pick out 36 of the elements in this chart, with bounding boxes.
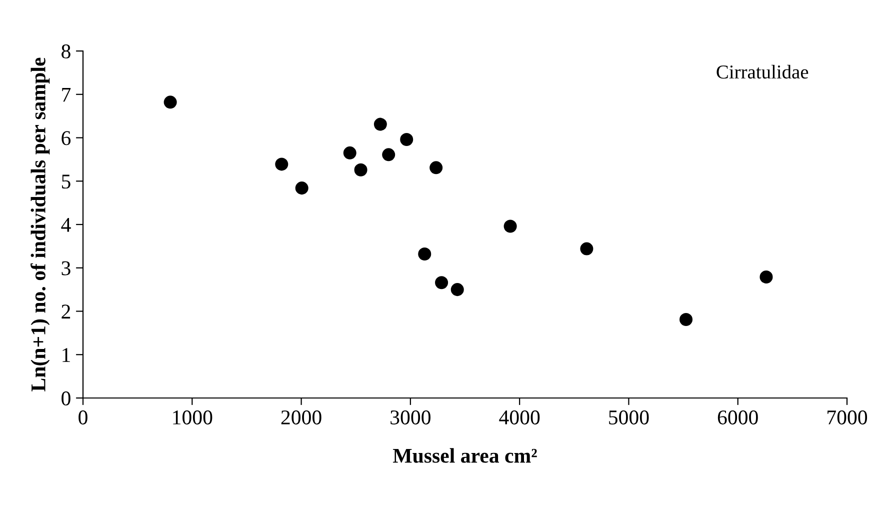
- y-tick-label: 2: [62, 304, 70, 318]
- point: [275, 158, 288, 171]
- point: [580, 242, 594, 256]
- y-tick-label: 3: [62, 261, 70, 276]
- point: [374, 118, 387, 131]
- x-tick-label: 5000: [609, 410, 649, 424]
- y-tick-label: 7: [62, 88, 71, 102]
- x-tick-label: 0: [78, 410, 88, 424]
- point: [760, 270, 773, 284]
- annotation: Cirratulidae: [716, 64, 808, 79]
- point: [450, 283, 464, 296]
- point: [164, 96, 177, 109]
- y-tick-label: 0: [62, 391, 70, 406]
- y-tick-label: 6: [62, 131, 71, 146]
- y-tick-label: 5: [62, 174, 70, 189]
- x-axis-title: Mussel area cm²: [392, 448, 537, 463]
- point: [430, 161, 443, 174]
- x-tick-label: 1000: [173, 410, 212, 424]
- x-tick-label: 7000: [828, 410, 868, 424]
- point: [504, 220, 517, 233]
- x-tick-label: 2000: [281, 410, 322, 424]
- x-tick-label: 6000: [718, 410, 758, 424]
- y-tick-label: 1: [62, 348, 70, 362]
- point: [400, 132, 414, 146]
- point: [295, 182, 308, 195]
- x-tick-label: 3000: [390, 410, 430, 424]
- y-tick-label: 8: [62, 44, 70, 58]
- point: [343, 146, 356, 160]
- point: [435, 276, 448, 290]
- y-axis-title: Ln(n+1) no. of individuals per sample: [30, 58, 50, 392]
- point: [382, 148, 396, 162]
- point: [418, 247, 432, 260]
- y-tick-label: 4: [61, 218, 71, 232]
- x-tick-label: 4000: [499, 410, 540, 424]
- point: [354, 163, 368, 176]
- point: [680, 312, 693, 326]
